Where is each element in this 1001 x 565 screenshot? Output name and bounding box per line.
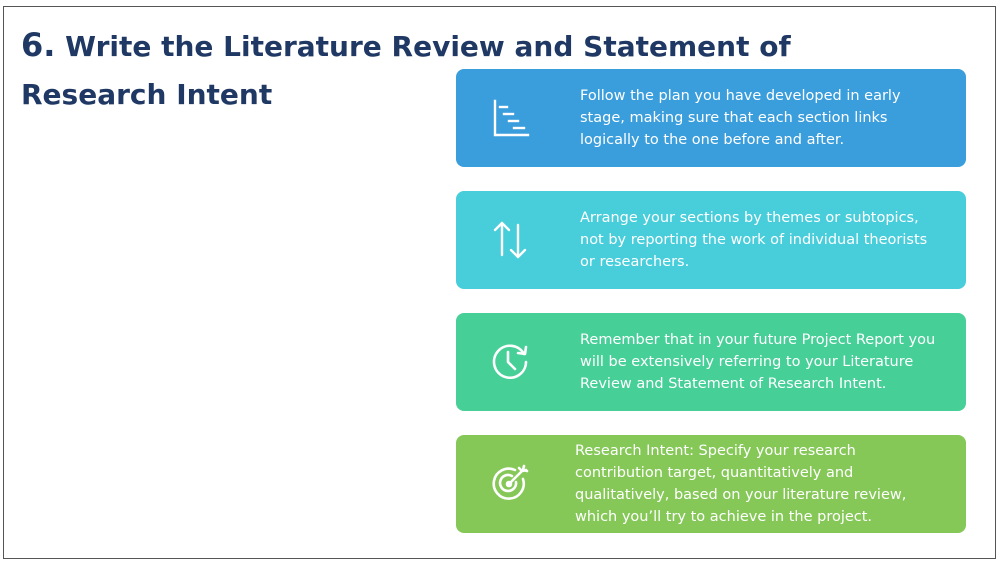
title-text: Write the Literature Review and Statemen… [21, 30, 791, 111]
title-number: 6. [21, 26, 56, 64]
arrows-up-down-icon [486, 216, 534, 264]
card-arrange: Arrange your sections by themes or subto… [456, 191, 966, 289]
gantt-chart-icon [486, 94, 534, 142]
clock-refresh-icon [486, 338, 534, 386]
card-text: Arrange your sections by themes or subto… [580, 210, 928, 270]
card-text: Remember that in your future Project Rep… [580, 332, 936, 392]
card-research-intent: Research Intent: Specify your research c… [456, 435, 966, 533]
card-plan: Follow the plan you have developed in ea… [456, 69, 966, 167]
slide-title: 6. Write the Literature Review and State… [21, 21, 941, 119]
card-text: Research Intent: Specify your research c… [575, 443, 907, 525]
card-text: Follow the plan you have developed in ea… [580, 88, 901, 148]
card-remember: Remember that in your future Project Rep… [456, 313, 966, 411]
slide: 6. Write the Literature Review and State… [3, 6, 996, 559]
target-icon [486, 460, 534, 508]
